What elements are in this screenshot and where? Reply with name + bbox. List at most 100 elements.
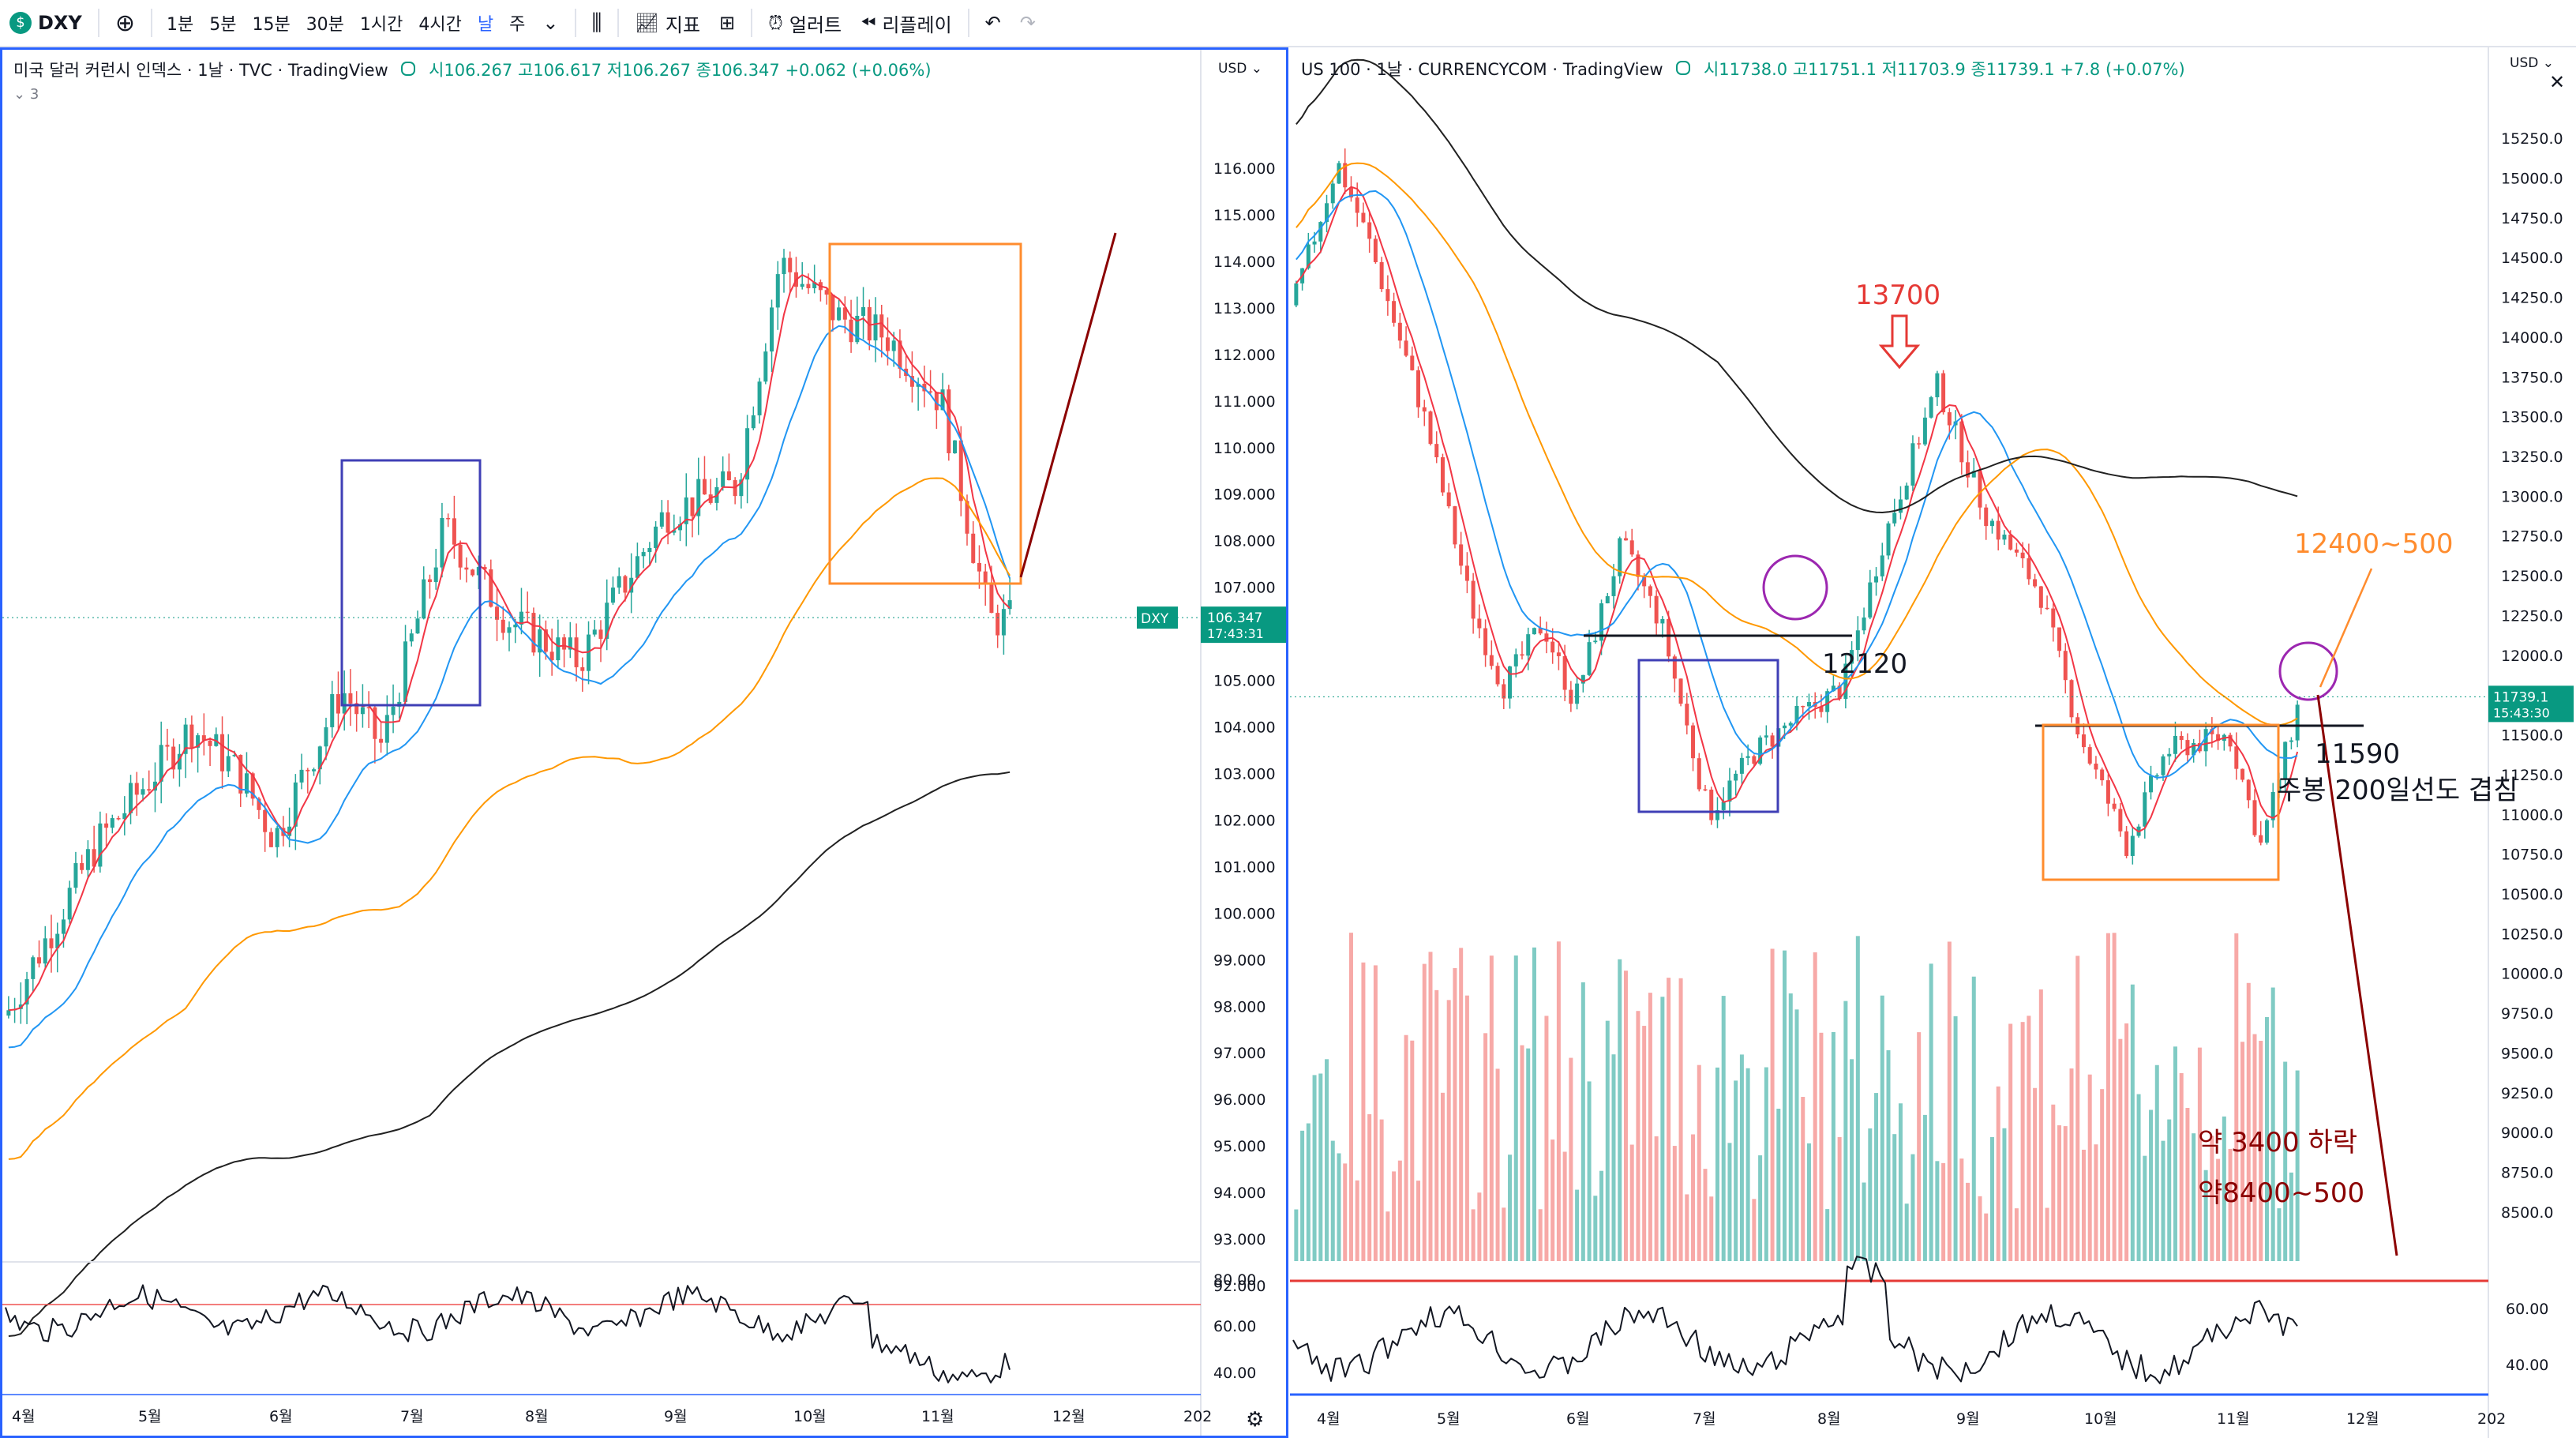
us100-candle-body <box>1929 397 1933 418</box>
us100-volume-bar <box>1397 1160 1402 1261</box>
us100-drop-label: 약 3400 하락 <box>2198 1127 2357 1158</box>
compare-button[interactable]: ⊕ <box>106 0 144 46</box>
indicator-toggle[interactable]: ⌄ 3 <box>13 86 39 103</box>
us100-candle-body <box>2033 579 2038 587</box>
alert-button[interactable]: ⏰︎ 얼러트 <box>759 0 851 46</box>
us100-volume-bar <box>1898 1103 1903 1261</box>
dxy-candle-body <box>696 479 701 516</box>
dxy-candle-body <box>934 392 939 411</box>
us100-volume-bar <box>2173 1046 2177 1261</box>
redo-button[interactable]: ↷ <box>1011 0 1045 46</box>
dxy-candle-body <box>592 629 597 635</box>
indicators-button[interactable]: 📈︎ 지표 <box>625 0 710 46</box>
us100-volume-bar <box>1691 1134 1696 1261</box>
market-status-dot-icon <box>401 62 416 76</box>
us100-candle-body <box>1446 492 1451 507</box>
us100-candle-body <box>1562 655 1567 690</box>
us100-candle-body <box>1678 678 1683 704</box>
dxy-candle-body <box>953 440 958 454</box>
symbol-search[interactable]: $ DXY <box>0 0 92 46</box>
us100-candle-body <box>1691 725 1696 759</box>
timeframe-6[interactable]: 날 <box>477 15 494 35</box>
us100-moving-average-30 <box>1295 162 2298 727</box>
dxy-y-tick: 108.000 <box>1213 533 1276 550</box>
us100-chart-panel[interactable]: 15250.0 15000.0 14750.0 14500.0 14250.0 14000… <box>1290 47 2576 1438</box>
timeframe-3[interactable]: 30분 <box>306 15 344 35</box>
us100-volume-bar <box>1416 1181 1421 1261</box>
dxy-y-tick: 116.000 <box>1213 160 1276 178</box>
replay-button[interactable]: ⏪︎ 리플레이 <box>851 0 962 46</box>
currency-selector[interactable]: USD ⌄ <box>1218 61 1262 77</box>
indicators-icon: 📈︎ <box>635 12 659 34</box>
dxy-candle-body <box>1007 600 1012 610</box>
dxy-candle-body <box>996 613 1000 636</box>
dxy-chart-canvas[interactable]: 116.000 115.000 114.000 113.000 112.000 111.0… <box>2 50 1286 1436</box>
templates-button[interactable]: ⊞ <box>710 0 744 46</box>
us100-volume-bar <box>1330 1140 1335 1261</box>
dxy-candle-body <box>623 576 628 593</box>
dxy-candle-body <box>745 428 750 480</box>
timeframe-1[interactable]: 5분 <box>209 15 237 35</box>
us100-y-tick: 10750.0 <box>2501 847 2563 864</box>
us100-moving-average-5 <box>1295 186 2299 833</box>
chevron-down-icon: ⌄ <box>13 86 30 103</box>
timeframe-2[interactable]: 15분 <box>252 15 291 35</box>
us100-candle-body <box>1330 183 1335 204</box>
dxy-candle-body <box>471 569 475 576</box>
us100-candle-body <box>2051 608 2056 628</box>
dxy-candle-body <box>726 471 731 481</box>
dxy-candle-body <box>226 756 231 772</box>
us100-candle-body <box>1764 735 1768 738</box>
us100-volume-bar <box>1819 1032 1824 1261</box>
us100-candle-body <box>1483 628 1488 655</box>
us100-y-tick: 11500.0 <box>2501 727 2563 745</box>
dxy-candle-body <box>183 724 188 754</box>
dxy-y-tick: 99.000 <box>1213 952 1266 969</box>
us100-candle-body <box>2210 729 2214 734</box>
us100-candle-body <box>1819 706 1824 712</box>
dxy-chart-panel[interactable]: 116.000 115.000 114.000 113.000 112.000 111.0… <box>0 47 1288 1438</box>
us100-y-tick: 11250.0 <box>2501 767 2563 784</box>
timeframe-4[interactable]: 1시간 <box>359 15 403 35</box>
us100-volume-bar <box>2154 1064 2159 1261</box>
us100-volume-bar <box>2259 1041 2263 1261</box>
dxy-candle-body <box>129 783 133 813</box>
us100-volume-bar <box>2100 1089 2105 1261</box>
us100-volume-bar <box>1758 1155 1763 1261</box>
dxy-candle-body <box>403 641 408 702</box>
chevron-down-icon: ⌄ <box>1247 61 1262 77</box>
dxy-candle-body <box>861 306 866 316</box>
us100-volume-bar <box>1855 936 1860 1261</box>
dxy-candle-body <box>587 634 591 671</box>
dxy-candle-body <box>373 707 377 739</box>
us100-volume-bar <box>1477 1192 1482 1261</box>
currency-selector[interactable]: USD ⌄ <box>2510 55 2554 71</box>
dxy-candle-body <box>324 727 328 747</box>
close-icon[interactable]: ✕ <box>2549 71 2566 93</box>
dxy-candle-body <box>824 290 829 295</box>
us100-volume-bar <box>2057 1125 2062 1261</box>
timeframe-5[interactable]: 4시간 <box>418 15 462 35</box>
us100-candle-body <box>1794 705 1799 723</box>
us100-volume-bar <box>2094 1144 2098 1261</box>
dxy-candle-body <box>220 734 225 772</box>
symbol-name: DXY <box>38 12 82 34</box>
dxy-candle-body <box>739 479 744 497</box>
timeframe-7[interactable]: 주 <box>509 15 526 35</box>
undo-button[interactable]: ↶ <box>976 0 1011 46</box>
dxy-candle-body <box>916 383 921 387</box>
us100-candle-body <box>2094 763 2098 770</box>
timeframe-0[interactable]: 1분 <box>166 15 194 35</box>
dxy-x-tick: 10월 <box>793 1408 827 1425</box>
chart-type-button[interactable]: ⫼ <box>583 0 612 46</box>
dxy-ohlc: 시106.267 고106.617 저106.267 종106.347 +0.0… <box>429 61 932 80</box>
us100-candle-body <box>1868 582 1873 618</box>
us100-candle-body <box>1922 417 1927 445</box>
timeframe-dropdown[interactable]: ⌄ <box>533 0 568 46</box>
dxy-candle-body <box>257 798 261 810</box>
us100-chart-canvas[interactable]: 15250.0 15000.0 14750.0 14500.0 14250.0 14000… <box>1290 47 2576 1438</box>
us100-volume-bar <box>1348 933 1353 1261</box>
us100-volume-bar <box>1446 1000 1451 1261</box>
dxy-candle-body <box>189 724 194 748</box>
settings-gear-icon[interactable]: ⚙ <box>1246 1408 1265 1432</box>
